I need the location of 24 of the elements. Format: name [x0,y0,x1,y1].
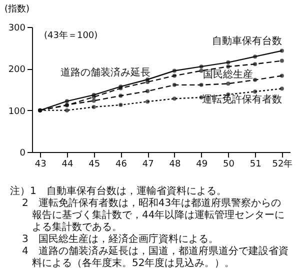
text: 3 国民総生産は，経済企画庁資料による。 [21,234,220,246]
x-tick-label: 43 [34,160,46,170]
x-tick-label: 50 [222,160,235,170]
text: 2 運転免許保有者数は，昭和43年は都道府県警察からの報告に基づく集計数で，44年以降は運転管理センターによる集計数である。 [21,198,286,234]
text: 注）1 自動車保有台数は，運輸省資料による。 [10,186,228,198]
x-tick-label: 51 [250,160,262,170]
x-tick-label: 46 [115,160,128,170]
series-label: 国民総生産 [203,68,254,81]
text: 4 道路の舗装済み延長は，国道，都道府県道分で建設省資料による（各年度末。52年度は見込み。）。 [21,246,290,270]
x-tick-label: 47 [142,160,154,170]
x-tick-label: 52年 [272,158,293,170]
x-tick-label: 49 [196,160,208,170]
series-label: 運転免許保有者数 [202,94,282,106]
x-tick-label: 48 [169,160,181,170]
y-tick-label: 200 [8,65,26,76]
x-tick-label: 45 [88,160,100,170]
y-axis-title: (指数) [4,4,30,14]
y-tick-label: 100 [8,106,26,117]
series-label: 自動車保有台数 [212,34,282,47]
x-tick-label: 44 [62,160,74,170]
y-tick-label: 0 [20,148,26,158]
series-label: 道路の舗装済み延長 [60,66,151,78]
chart-subtitle: (43年＝100) [44,30,98,41]
y-tick-label: 300 [8,24,26,34]
